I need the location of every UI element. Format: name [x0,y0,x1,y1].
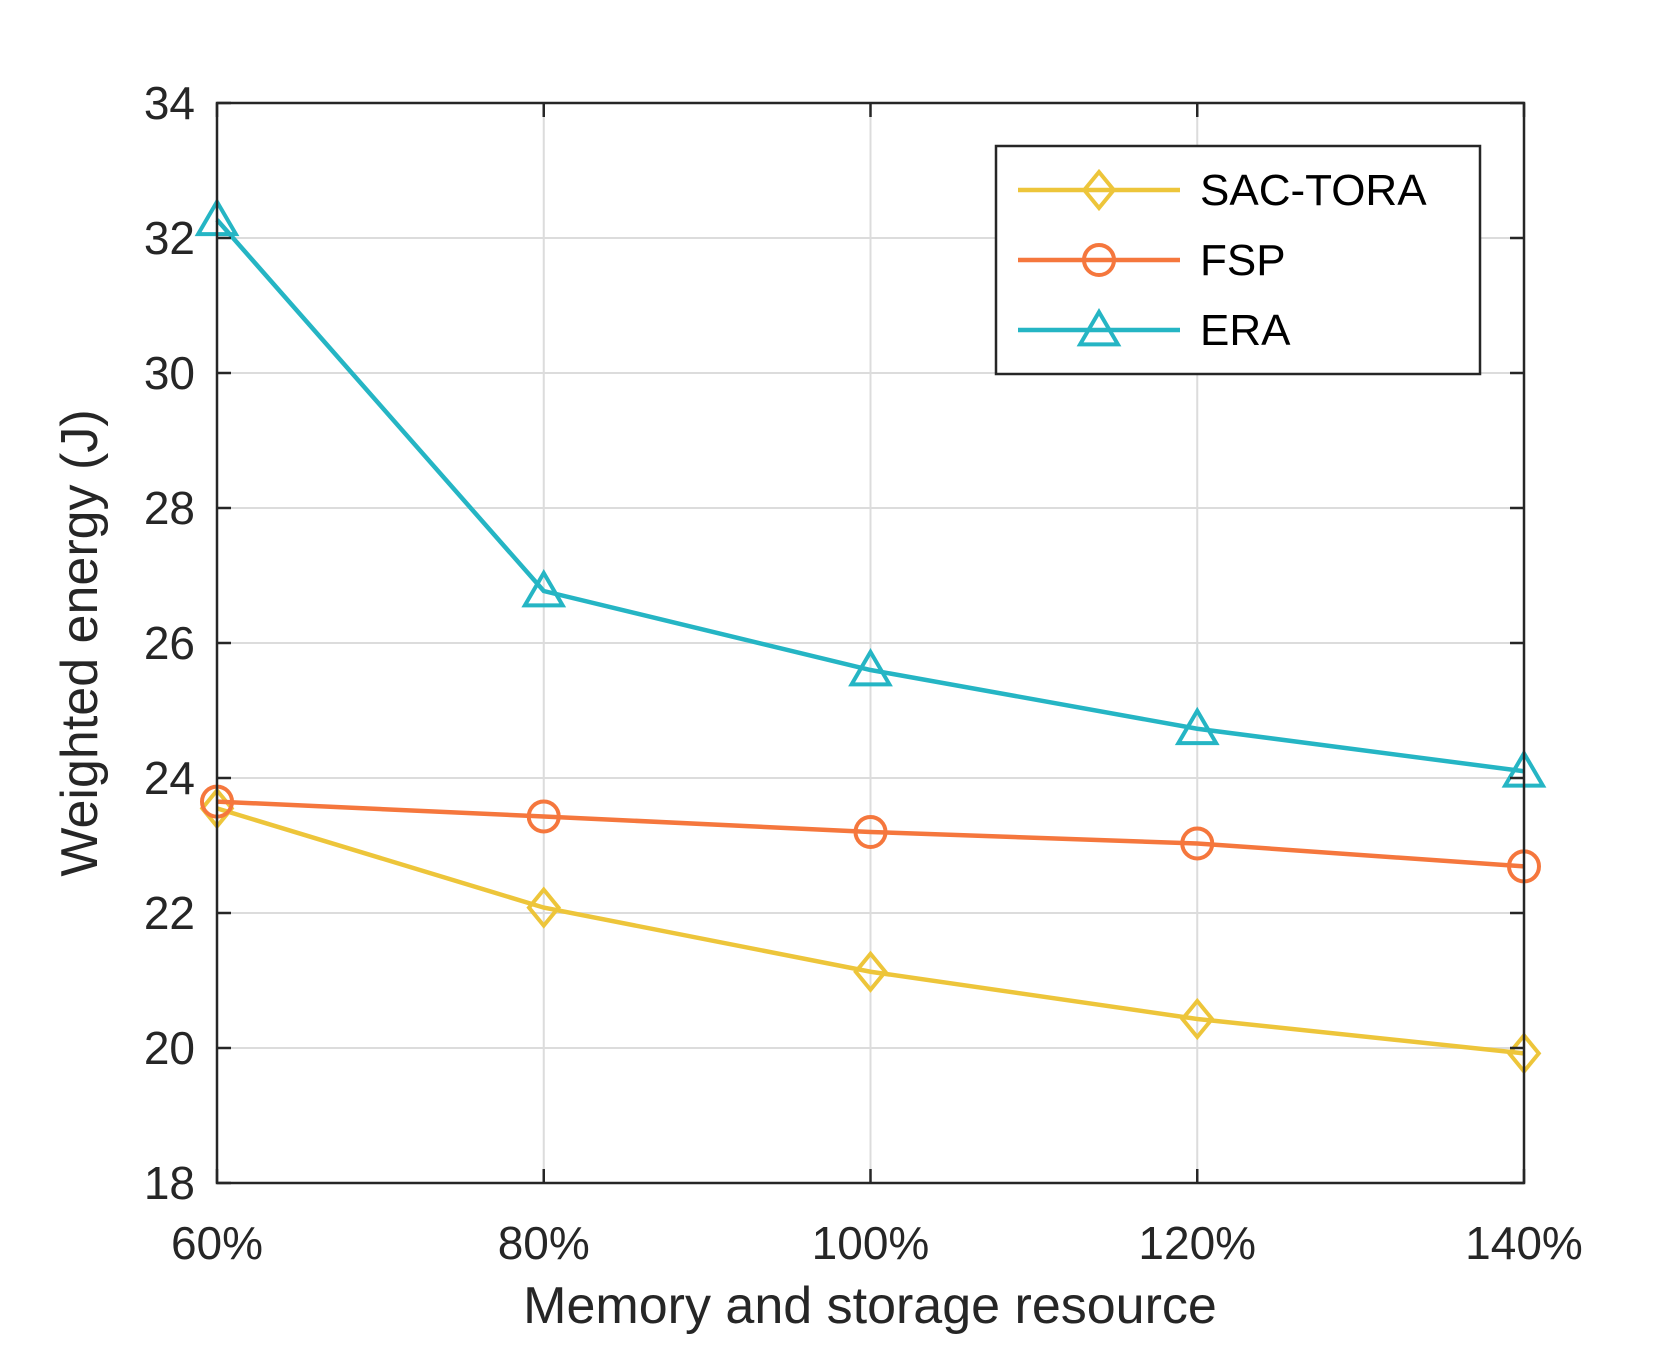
data-point-fsp [526,799,561,834]
series-line-fsp [216,799,1525,869]
legend-label: FSP [1200,236,1286,285]
x-tick-labels: 60% 80% 100% 120% 140% [171,1217,1583,1269]
x-tick-label: 80% [498,1217,590,1269]
legend-entry-era: ERA [1018,306,1291,355]
legend-marker-triangle [1076,308,1122,347]
y-tick-labels: 18 20 22 24 26 28 30 32 34 [144,77,195,1209]
legend-label: SAC-TORA [1200,166,1427,215]
legend-marker-diamond [1081,168,1117,212]
legend-label: ERA [1200,306,1291,355]
x-axis-title: Memory and storage resource [523,1277,1217,1335]
data-point-era [848,648,893,687]
series-era [194,197,1547,788]
y-tick-label: 24 [144,752,195,804]
y-tick-label: 22 [144,887,195,939]
x-tick-label: 120% [1138,1217,1256,1269]
series-line-sac-tora [216,806,1525,1056]
legend-entry-sac-tora: SAC-TORA [1018,166,1427,215]
data-point-fsp [1180,826,1215,861]
y-axis-title: Weighted energy (J) [51,409,109,876]
y-tick-label: 34 [144,77,195,129]
data-point-sac-tora [526,886,562,929]
data-point-era [521,569,567,608]
y-tick-label: 18 [144,1157,195,1209]
ticks [215,101,1526,1185]
series-line-era [215,218,1525,774]
legend-entry-fsp: FSP [1018,236,1286,285]
y-tick-label: 32 [144,212,195,264]
x-tick-label: 140% [1465,1217,1583,1269]
data-point-fsp [853,815,888,849]
data-point-era [1174,706,1220,746]
y-tick-label: 20 [144,1022,195,1074]
y-tick-label: 26 [144,617,195,669]
x-tick-label: 100% [812,1217,930,1269]
y-tick-label: 28 [144,482,195,534]
y-tick-label: 30 [144,347,195,399]
data-point-sac-tora [1179,997,1215,1041]
data-point-sac-tora [853,950,888,993]
legend-marker-circle [1082,243,1116,277]
legend: SAC-TORA FSP ERA [994,144,1482,376]
x-tick-label: 60% [171,1217,263,1269]
